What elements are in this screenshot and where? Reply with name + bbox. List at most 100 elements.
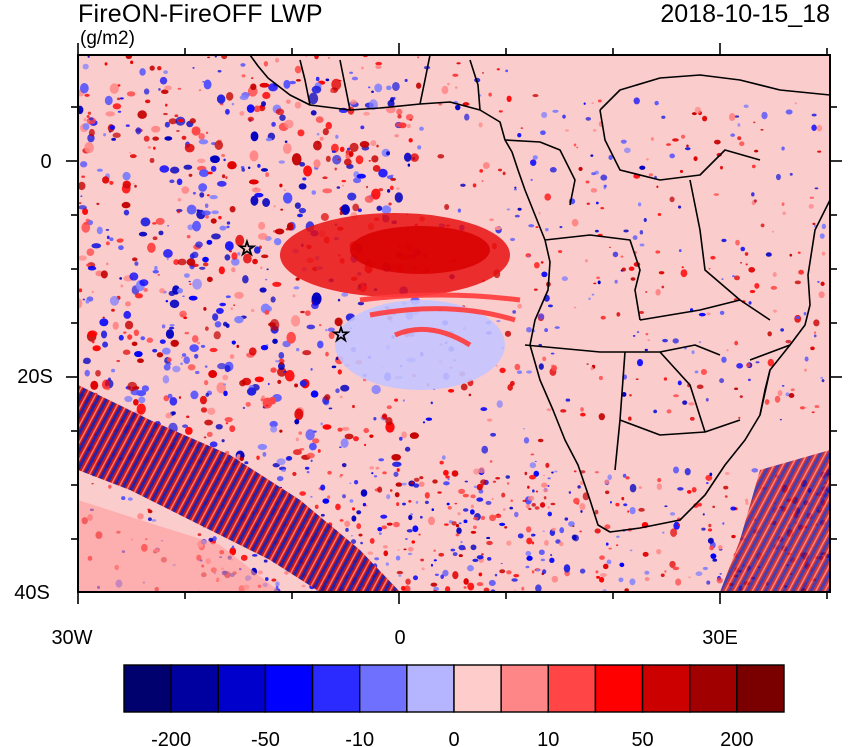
lwp-cell [760,128,764,131]
lwp-cell [526,326,532,333]
lwp-cell [262,397,273,409]
lwp-cell [217,363,227,370]
lwp-cell [817,280,820,283]
lwp-cell [246,387,257,396]
lwp-cell [173,259,180,266]
lwp-cell [342,494,346,499]
lwp-cell [82,208,89,216]
lwp-cell [719,165,724,170]
lwp-cell [208,537,214,542]
lwp-cell [208,370,218,378]
lwp-cell [229,425,236,433]
lwp-cell [591,172,597,176]
lwp-cell [691,487,697,493]
lwp-cell [109,124,116,131]
lwp-cell [202,262,209,267]
lwp-cell [294,65,302,74]
lwp-cell [748,267,756,273]
lwp-cell [680,134,686,139]
lwp-cell [580,407,584,412]
lwp-cell [790,388,795,392]
lwp-cell [415,82,422,89]
lwp-cell [619,562,625,568]
lwp-cell [623,147,631,154]
lwp-cell [297,213,303,218]
lwp-cell [598,413,605,421]
lwp-cell [356,173,366,179]
lwp-cell [328,407,333,410]
lwp-cell [78,181,86,191]
lwp-cell [258,233,268,240]
lwp-cell [157,66,162,71]
lwp-cell [226,221,231,225]
lwp-cell [406,529,413,533]
lwp-cell [536,568,540,572]
lwp-cell [252,258,258,265]
lwp-cell [162,347,171,355]
lwp-cell [240,63,246,67]
lwp-cell [231,258,240,266]
lwp-cell [412,525,419,533]
lwp-cell [325,328,328,332]
lwp-cell [526,370,533,374]
lwp-cell [277,367,287,377]
lwp-cell [292,449,302,456]
lwp-cell [221,439,225,443]
lwp-cell [516,370,523,374]
lwp-cell [267,382,270,386]
lwp-cell [478,466,485,474]
lwp-cell [644,577,650,582]
lwp-cell [112,103,122,110]
lwp-cell [185,426,193,435]
lwp-cell [104,62,108,66]
lwp-cell [527,495,535,501]
lwp-cell [533,470,540,477]
lwp-cell [491,497,494,501]
lwp-cell [744,252,749,256]
lwp-cell [225,108,230,115]
lwp-cell [206,194,210,197]
lwp-cell [457,208,462,213]
lwp-cell [375,61,383,66]
lwp-cell [705,482,709,484]
lwp-cell [269,318,280,331]
lwp-cell [96,226,103,235]
lwp-cell [178,119,185,123]
lwp-cell [317,141,320,144]
lwp-cell [532,155,538,160]
lwp-cell [593,282,597,285]
lwp-cell [331,78,342,91]
lwp-cell [386,494,391,500]
lwp-cell [123,310,132,319]
lwp-cell [546,408,552,412]
lwp-cell [629,483,637,493]
lwp-cell [418,533,421,536]
lwp-cell [708,523,712,528]
lwp-cell [156,352,164,358]
lwp-cell [751,192,755,197]
lwp-cell [387,99,395,108]
lwp-cell [568,521,575,527]
lwp-cell [312,438,320,444]
lwp-cell [597,99,602,103]
lwp-cell [470,544,477,551]
lwp-cell [542,474,546,477]
lwp-cell [773,309,777,313]
lwp-cell [184,273,190,278]
lwp-cell [132,183,135,185]
lwp-cell [109,83,119,94]
lwp-cell [380,514,388,519]
lwp-cell [767,358,775,367]
lwp-cell [636,358,644,367]
colorbar-label-1: -50 [251,729,280,747]
lwp-cell [371,155,379,163]
lwp-cell [489,514,497,522]
lwp-cell [177,258,187,266]
border-15 [759,369,771,416]
lwp-cell [549,557,555,564]
lwp-cell [600,206,605,210]
lwp-cell [250,83,257,91]
lwp-cell [737,136,742,141]
lwp-cell [85,299,90,304]
lwp-cell [265,278,268,281]
